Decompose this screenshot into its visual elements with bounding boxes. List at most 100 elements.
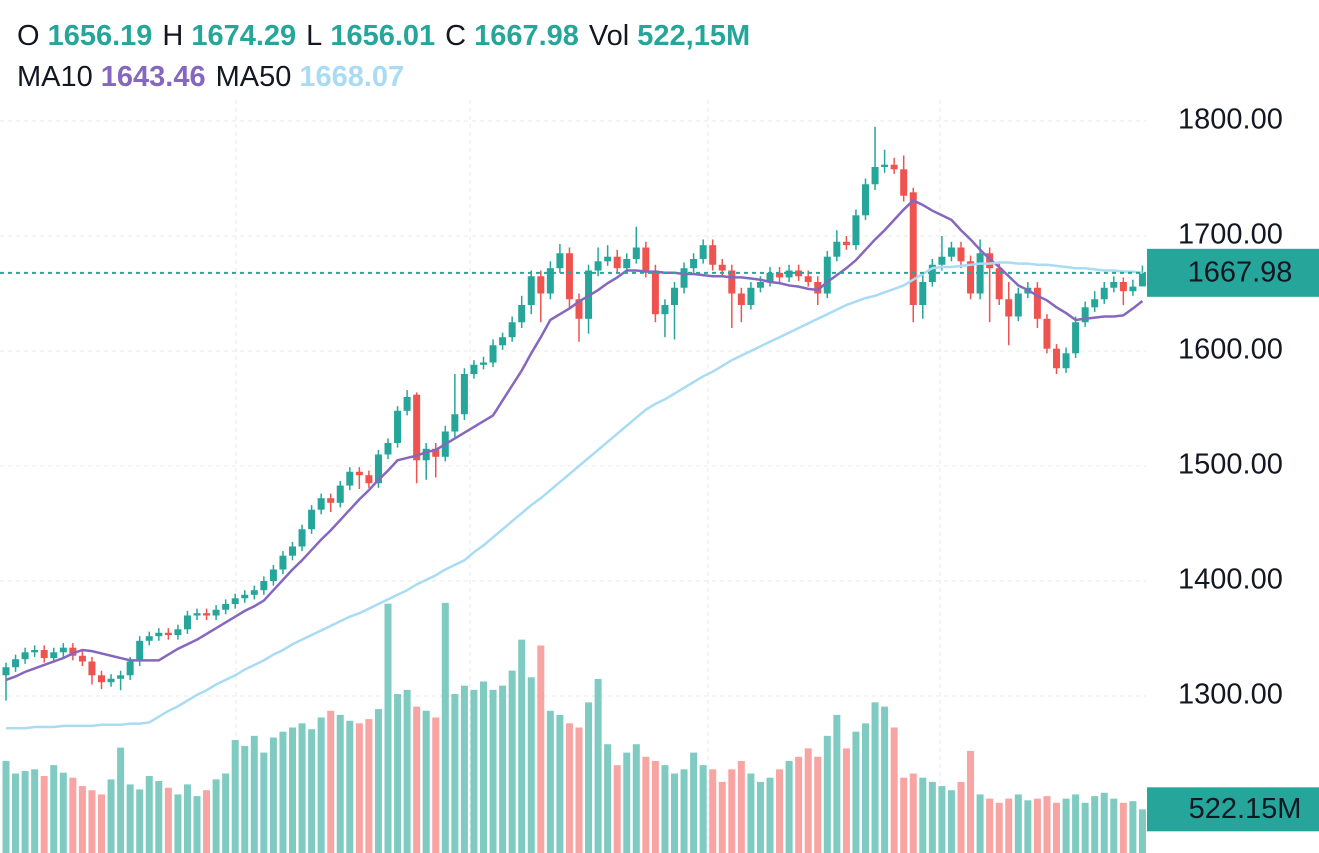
volume-bar — [680, 769, 688, 853]
ma-line — [6, 261, 1143, 730]
candle-body — [594, 261, 602, 271]
candle-body — [126, 661, 134, 676]
y-tick-label: 1500.00 — [1178, 449, 1283, 481]
candle-body — [623, 258, 631, 269]
volume-bar — [374, 709, 382, 853]
volume-bar — [718, 781, 726, 853]
volume-bar — [909, 773, 917, 853]
candle-body — [336, 485, 344, 503]
volume-bar — [613, 765, 621, 853]
candle-body — [31, 650, 39, 653]
volume-bar — [145, 776, 153, 853]
volume-bar — [737, 760, 745, 853]
volume-bar — [1129, 801, 1137, 853]
candle-body — [470, 364, 478, 375]
legend-key: MA10 — [17, 61, 93, 93]
volume-bar — [690, 752, 698, 853]
volume-bar — [88, 790, 96, 853]
legend-key: Vol — [589, 20, 629, 52]
volume-bar — [98, 794, 105, 853]
volume-bar — [804, 748, 812, 853]
volume-bar — [594, 678, 602, 853]
candle-body — [508, 322, 516, 338]
volume-bar — [212, 779, 220, 853]
volume-bar — [852, 731, 860, 853]
legend-value: 1668.07 — [299, 61, 404, 93]
volume-bar — [289, 727, 296, 853]
candle-body — [1091, 299, 1099, 308]
volume-bar — [1062, 798, 1070, 853]
volume-bar — [709, 769, 717, 853]
candle-body — [241, 594, 249, 599]
candle-body — [250, 590, 258, 595]
price-tag — [1147, 248, 1319, 297]
candle-body — [355, 471, 363, 476]
volume-bar — [1119, 802, 1127, 853]
volume-bar — [632, 744, 640, 853]
y-tick-label: 1600.00 — [1178, 334, 1283, 366]
candle-body — [480, 362, 487, 365]
volume-bar — [823, 735, 831, 853]
candle-body — [394, 410, 402, 444]
candle-body — [403, 397, 411, 411]
candle-body — [537, 276, 545, 294]
volume-bar — [546, 710, 554, 853]
candle-body — [900, 169, 908, 196]
y-tick-label: 1400.00 — [1178, 564, 1283, 596]
candle-body — [1005, 299, 1013, 317]
volume-bar — [642, 756, 650, 853]
candle-body — [384, 443, 392, 455]
volume-bar — [537, 645, 545, 853]
candle-body — [604, 256, 612, 262]
candle-body — [117, 675, 125, 679]
candle-body — [432, 448, 440, 457]
volume-bar — [346, 720, 354, 853]
volume-bar — [422, 710, 430, 853]
candle-body — [527, 276, 535, 305]
volume-bar — [126, 784, 134, 853]
volume-bar — [269, 737, 277, 853]
price-tag-label: 1667.98 — [1188, 256, 1293, 288]
candle-body — [298, 529, 306, 547]
candle-body — [183, 615, 191, 630]
candle-body — [976, 253, 984, 294]
volume-bar — [222, 773, 230, 853]
volume-bar — [604, 744, 612, 853]
candle-body — [2, 667, 10, 676]
ma-line — [5, 198, 1144, 682]
candle-body — [98, 675, 105, 683]
candle-body — [212, 609, 220, 616]
legend-value: 1656.19 — [48, 20, 153, 52]
candle-body — [413, 394, 421, 461]
volume-bar — [623, 752, 631, 853]
volume-bar — [957, 781, 965, 853]
volume-bar — [40, 776, 48, 853]
volume-bar — [203, 790, 211, 853]
volume-bar — [327, 710, 335, 853]
candle-body — [518, 304, 526, 323]
volume-bar — [1005, 798, 1013, 853]
candle-body — [164, 632, 172, 636]
candle-body — [690, 258, 698, 269]
volume-bar — [785, 760, 793, 853]
candle-body — [1033, 287, 1041, 319]
volume-bar — [795, 756, 803, 853]
legend-value: 1674.29 — [191, 20, 296, 52]
volume-bar — [470, 689, 478, 853]
volume-bar — [881, 706, 889, 853]
ma-legend: MA10 1643.46 MA50 1668.07 — [17, 61, 404, 93]
plot-area — [0, 100, 1146, 853]
candle-body — [422, 448, 430, 461]
candle-body — [671, 287, 678, 305]
candle-body — [499, 337, 507, 346]
legend-value: 1656.01 — [330, 20, 435, 52]
volume-bar — [69, 777, 77, 853]
volume-bar — [164, 787, 172, 853]
volume-bar — [1053, 802, 1060, 853]
candle-body — [489, 345, 497, 363]
volume-bar — [862, 723, 869, 853]
volume-bar — [995, 802, 1003, 853]
volume-bar — [1072, 794, 1080, 853]
volume-bar — [384, 603, 392, 853]
volume-bar — [308, 729, 316, 853]
